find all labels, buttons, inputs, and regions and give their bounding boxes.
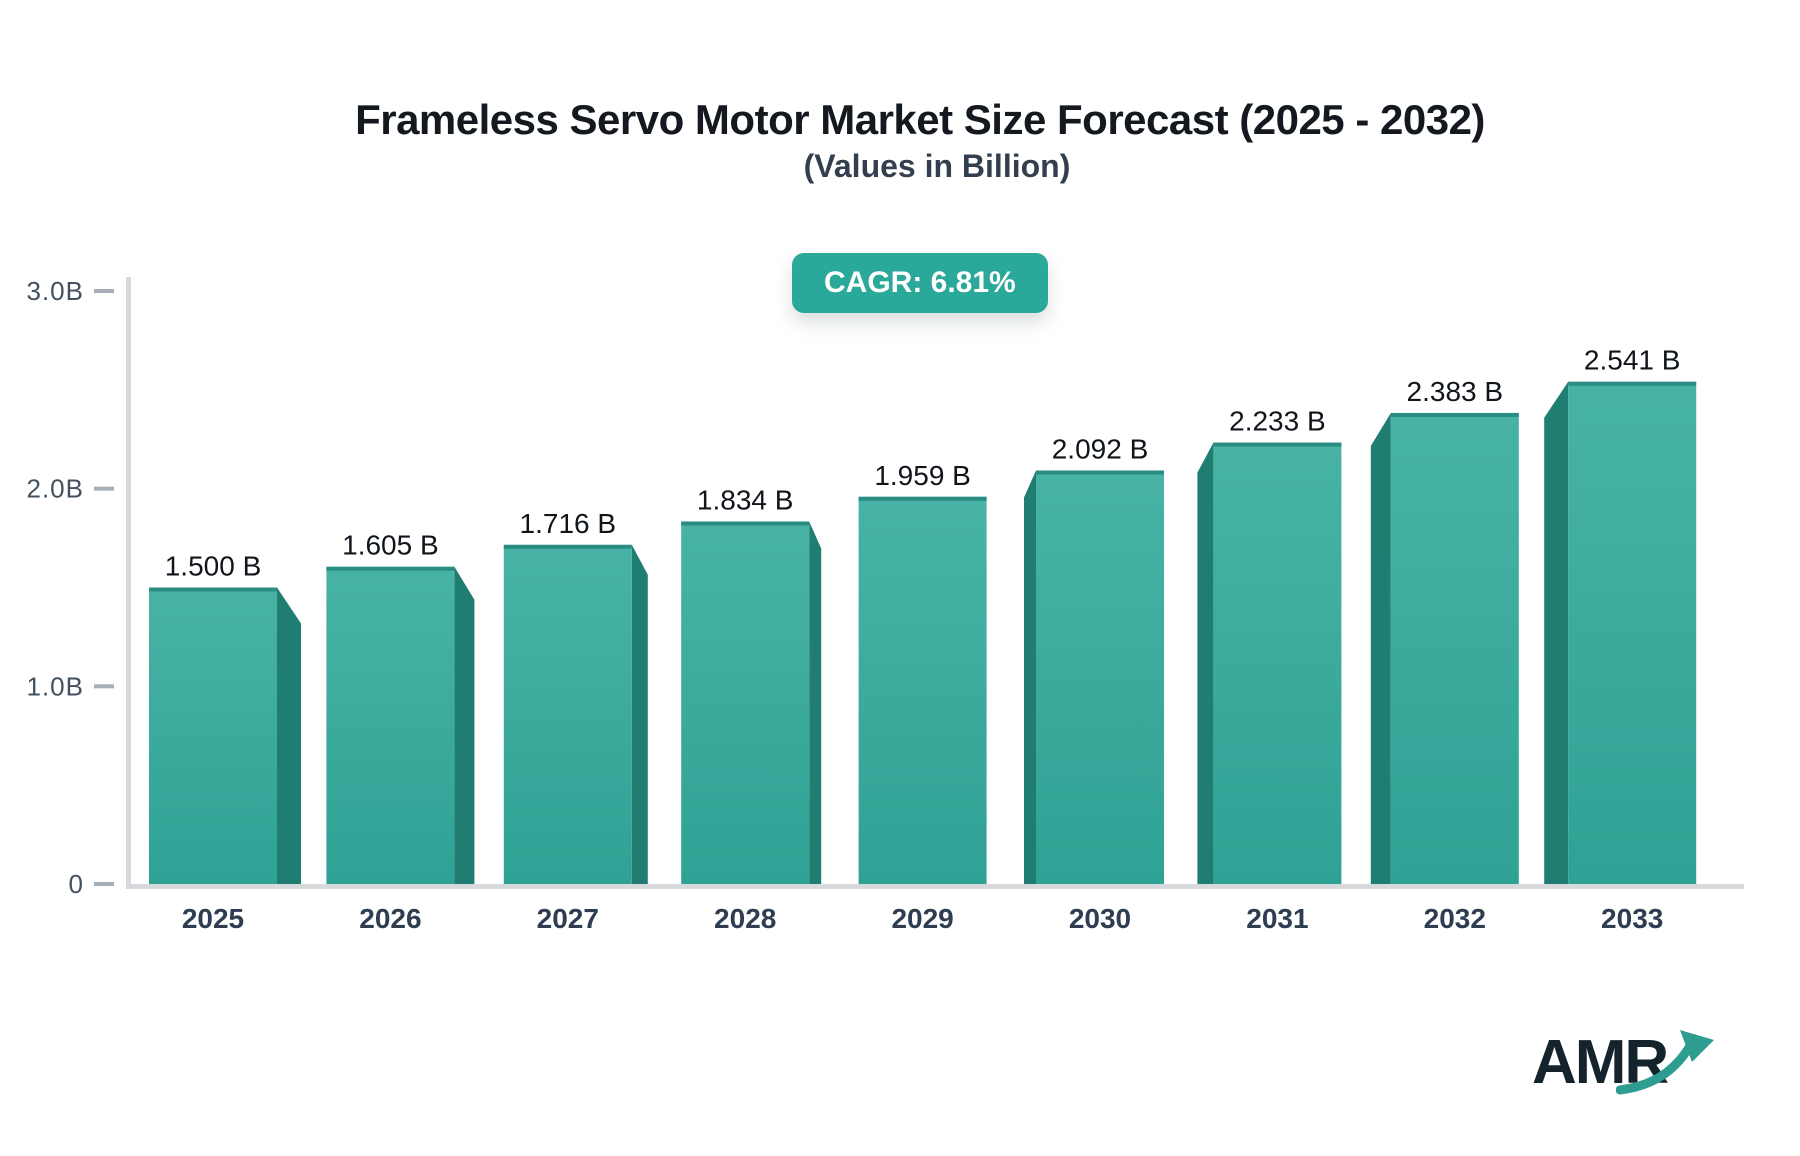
bar-top-edge <box>1390 412 1519 417</box>
bar-side-face <box>1544 381 1569 884</box>
y-axis-line <box>126 277 131 889</box>
bar-front-face <box>681 521 810 884</box>
y-tick-label: 0 <box>69 869 84 899</box>
x-axis-label: 2028 <box>714 903 776 934</box>
bar-top-edge <box>1213 442 1342 447</box>
x-axis-label: 2025 <box>182 903 244 934</box>
y-tick-label: 3.0B <box>27 276 85 306</box>
bar-group-2028: 1.834 B 2028 <box>681 484 822 934</box>
x-axis-label: 2029 <box>891 903 953 934</box>
bar-side-face <box>454 566 475 884</box>
bar-value-label: 1.834 B <box>697 484 794 515</box>
y-tick-mark <box>94 289 114 293</box>
y-tick-label: 2.0B <box>27 474 85 504</box>
bar-side-face <box>277 587 301 884</box>
y-tick-mark <box>94 684 114 689</box>
x-axis-line <box>126 884 1744 889</box>
bar-value-label: 1.500 B <box>165 551 262 582</box>
bar-value-label: 1.959 B <box>874 460 971 491</box>
chart-subtitle: (Values in Billion) <box>803 148 1071 184</box>
bar-top-edge <box>1036 470 1164 475</box>
bar-group-2025: 1.500 B 2025 <box>149 551 301 934</box>
bar-front-face <box>1568 381 1697 884</box>
bar-value-label: 2.383 B <box>1407 376 1504 407</box>
amr-logo: AMR <box>1532 1028 1732 1114</box>
bar-front-face <box>326 566 455 884</box>
y-tick-mark <box>94 486 114 491</box>
x-axis-label: 2031 <box>1246 903 1308 934</box>
bar-value-label: 1.605 B <box>342 530 439 561</box>
y-tick-mark <box>94 882 114 886</box>
bar-front-face <box>503 544 632 884</box>
x-axis-label: 2030 <box>1069 903 1131 934</box>
chart-title: Frameless Servo Motor Market Size Foreca… <box>355 96 1485 143</box>
bar-value-label: 2.092 B <box>1052 433 1149 464</box>
bar-group-2027: 1.716 B 2027 <box>503 508 648 934</box>
bar-top-edge <box>503 544 632 549</box>
x-axis-label: 2026 <box>359 903 421 934</box>
bar-top-edge <box>326 566 455 571</box>
bar-top-edge <box>149 587 277 592</box>
bar-front-face <box>858 496 987 884</box>
bar-group-2029: 1.959 B 2029 <box>858 460 987 934</box>
bar-front-face <box>1390 412 1519 884</box>
bar-group-2033: 2.541 B 2033 <box>1544 345 1697 934</box>
y-tick-label: 1.0B <box>27 671 85 701</box>
bar-side-face <box>1024 470 1036 884</box>
bar-value-label: 2.541 B <box>1584 345 1681 376</box>
bar-side-face <box>631 544 648 884</box>
bar-side-face <box>1197 442 1214 884</box>
x-axis-label: 2032 <box>1424 903 1486 934</box>
cagr-badge: CAGR: 6.81% <box>792 253 1048 313</box>
bar-value-label: 1.716 B <box>520 508 617 539</box>
bar-front-face <box>1213 442 1342 884</box>
bar-group-2032: 2.383 B 2032 <box>1370 376 1519 934</box>
x-axis-label: 2033 <box>1601 903 1663 934</box>
bar-side-face <box>1370 412 1391 884</box>
bar-group-2030: 2.092 B 2030 <box>1024 433 1164 934</box>
x-axis-label: 2027 <box>537 903 599 934</box>
bar-group-2031: 2.233 B 2031 <box>1197 406 1342 934</box>
bar-top-edge <box>1568 381 1697 386</box>
bar-front-face <box>1036 470 1164 884</box>
bar-group-2026: 1.605 B 2026 <box>326 530 475 934</box>
bar-front-face <box>149 587 277 884</box>
trend-up-arrow-icon <box>1616 1030 1714 1095</box>
bar-value-label: 2.233 B <box>1229 406 1326 437</box>
bar-side-face <box>809 521 822 884</box>
bar-top-edge <box>681 521 810 526</box>
bar-top-edge <box>858 496 987 501</box>
